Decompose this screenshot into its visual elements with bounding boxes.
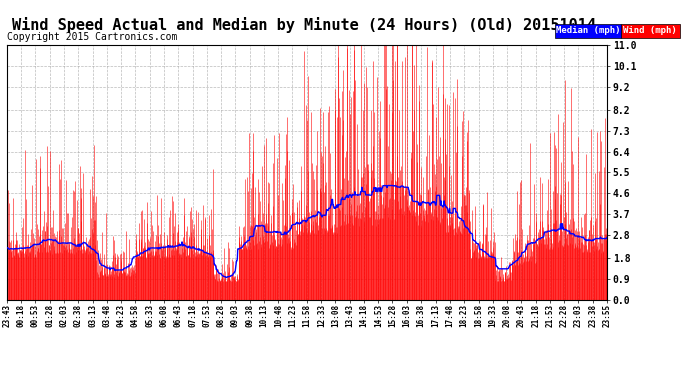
Text: Wind Speed Actual and Median by Minute (24 Hours) (Old) 20151014: Wind Speed Actual and Median by Minute (… [12,17,595,33]
Text: Median (mph): Median (mph) [556,26,620,36]
Text: Wind (mph): Wind (mph) [624,26,677,36]
Text: Copyright 2015 Cartronics.com: Copyright 2015 Cartronics.com [7,32,177,42]
